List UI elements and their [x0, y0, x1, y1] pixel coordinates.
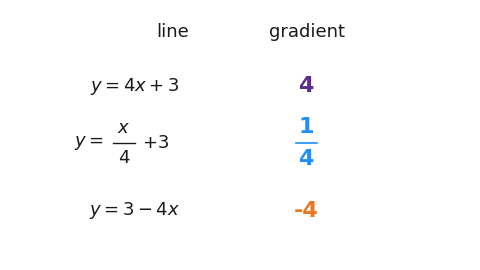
Text: -4: -4	[294, 201, 319, 221]
Text: $y = 3 - 4x$: $y = 3 - 4x$	[89, 200, 180, 221]
Text: 4: 4	[299, 76, 314, 96]
Text: 4: 4	[299, 149, 314, 169]
Text: gradient: gradient	[269, 23, 345, 41]
Text: $y = 4x + 3$: $y = 4x + 3$	[90, 76, 179, 97]
Text: line: line	[156, 23, 189, 41]
Text: $y =$: $y =$	[74, 134, 104, 152]
Text: $+ 3$: $+ 3$	[143, 134, 169, 152]
Text: $4$: $4$	[118, 149, 130, 167]
Text: $x$: $x$	[117, 119, 131, 137]
Text: 1: 1	[299, 117, 314, 137]
